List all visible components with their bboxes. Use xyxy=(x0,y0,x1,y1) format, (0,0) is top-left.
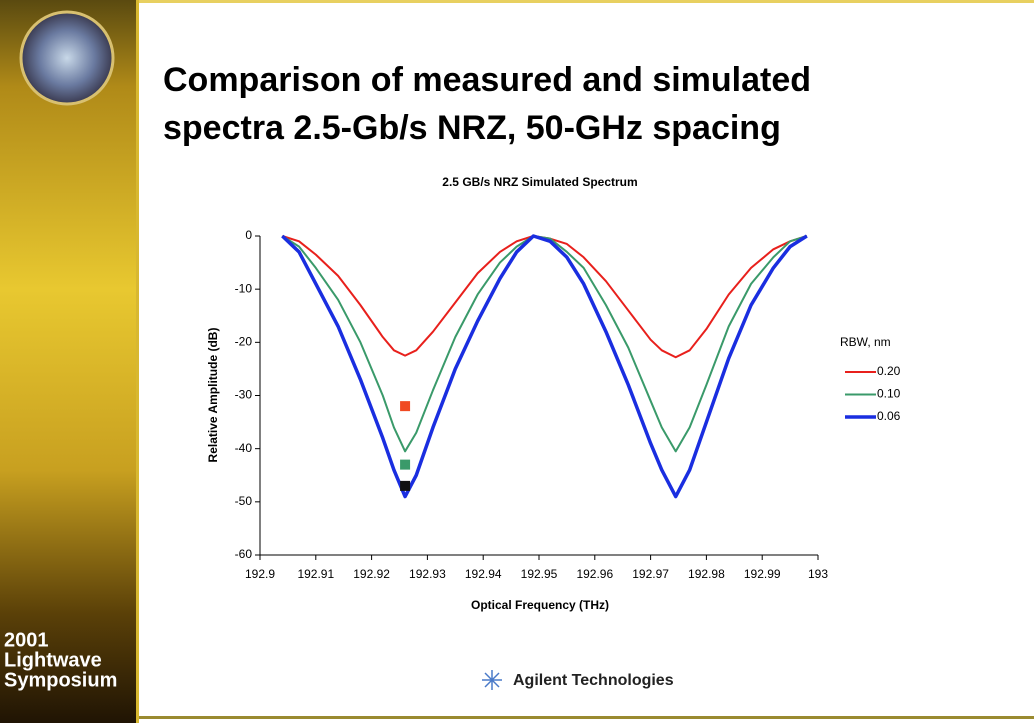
y-tick-label: -20 xyxy=(235,335,253,349)
legend-label: 0.20 xyxy=(877,364,901,378)
y-tick-label: -10 xyxy=(235,281,253,295)
sidebar-edge xyxy=(136,0,139,723)
x-tick-label: 192.99 xyxy=(744,567,781,581)
x-tick-label: 193 xyxy=(808,567,828,581)
x-tick-label: 192.95 xyxy=(521,567,558,581)
x-tick-label: 192.9 xyxy=(245,567,275,581)
y-tick-label: -30 xyxy=(235,388,253,402)
sidebar-text: Lightwave xyxy=(4,649,102,671)
legend-title: RBW, nm xyxy=(840,335,891,349)
logo-globe xyxy=(21,12,113,104)
brand-logo xyxy=(482,670,502,690)
x-tick-label: 192.91 xyxy=(297,567,334,581)
y-tick-label: 0 xyxy=(245,228,252,242)
x-tick-label: 192.92 xyxy=(353,567,390,581)
sidebar-text: 2001 xyxy=(4,629,49,651)
x-tick-label: 192.94 xyxy=(465,567,502,581)
top-rule xyxy=(139,0,1034,3)
measured-point xyxy=(400,481,410,491)
slide-title: spectra 2.5-Gb/s NRZ, 50-GHz spacing xyxy=(163,109,781,147)
sidebar xyxy=(0,0,136,723)
x-tick-label: 192.98 xyxy=(688,567,725,581)
x-axis-label: Optical Frequency (THz) xyxy=(471,598,609,612)
x-tick-label: 192.93 xyxy=(409,567,446,581)
legend-label: 0.06 xyxy=(877,409,901,423)
y-tick-label: -60 xyxy=(235,547,253,561)
legend-label: 0.10 xyxy=(877,387,901,401)
brand-name: Agilent Technologies xyxy=(513,672,674,689)
y-tick-label: -40 xyxy=(235,441,253,455)
bottom-rule xyxy=(139,716,1034,719)
slide: 2001 Lightwave Symposium Comparison of m… xyxy=(0,0,1034,723)
measured-point xyxy=(400,401,410,411)
y-axis-label: Relative Amplitude (dB) xyxy=(206,328,220,463)
sidebar-text: Symposium xyxy=(4,669,117,691)
x-tick-label: 192.97 xyxy=(632,567,669,581)
measured-point xyxy=(400,460,410,470)
chart-title: 2.5 GB/s NRZ Simulated Spectrum xyxy=(442,175,637,189)
x-tick-label: 192.96 xyxy=(576,567,613,581)
y-tick-label: -50 xyxy=(235,494,253,508)
page: 2001 Lightwave Symposium Comparison of m… xyxy=(0,0,1034,728)
slide-title: Comparison of measured and simulated xyxy=(163,61,811,99)
